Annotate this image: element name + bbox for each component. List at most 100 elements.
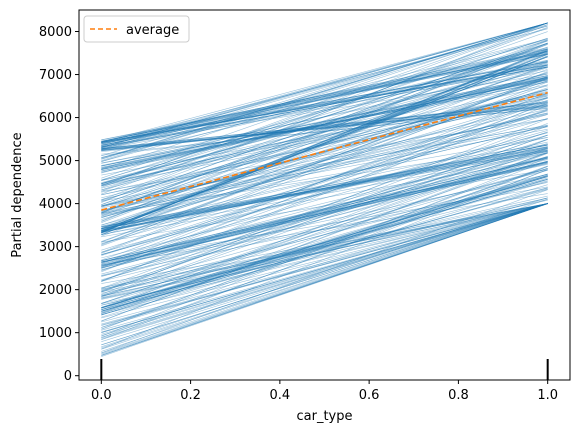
- ice-line-335: [101, 107, 548, 156]
- ice-line-322: [101, 60, 548, 145]
- ice-line-315: [101, 81, 548, 168]
- ice-line-260: [101, 149, 548, 229]
- rug-marks: [100, 359, 549, 380]
- ice-line-287: [101, 158, 548, 261]
- ice-line-215: [101, 109, 548, 272]
- ice-line-330: [101, 61, 548, 143]
- ice-line-302: [101, 176, 548, 308]
- ice-line-111: [101, 118, 548, 295]
- ice-line-68: [101, 92, 548, 212]
- ice-line-12: [101, 187, 548, 299]
- ice-line-154: [101, 197, 548, 297]
- ice-line-99: [101, 67, 548, 208]
- ice-line-242: [101, 54, 548, 144]
- ice-line-95: [101, 203, 548, 300]
- ice-line-157: [101, 203, 548, 288]
- ice-line-130: [101, 97, 548, 193]
- ice-line-69: [101, 143, 548, 290]
- legend-label-average: average: [126, 23, 179, 38]
- ice-line-131: [101, 203, 548, 326]
- ice-line-261: [101, 147, 548, 229]
- ice-line-310: [101, 77, 548, 166]
- y-axis-label: Partial dependence: [10, 132, 25, 257]
- y-tick-label: 3000: [39, 240, 72, 255]
- ice-line-191: [101, 38, 548, 181]
- ice-line-314: [101, 76, 548, 172]
- ice-line-141: [101, 80, 548, 220]
- ice-line-137: [101, 147, 548, 304]
- ice-line-192: [101, 188, 548, 312]
- ice-line-211: [101, 157, 548, 281]
- ice-line-79: [101, 113, 548, 227]
- ice-line-280: [101, 161, 548, 267]
- ice-line-23: [101, 124, 548, 207]
- legend-box: [83, 15, 190, 43]
- ice-line-228: [101, 70, 548, 164]
- ice-line-258: [101, 50, 548, 234]
- ice-line-326: [101, 64, 548, 148]
- x-tick-label: 0.0: [91, 388, 112, 403]
- ice-line-348: [101, 102, 548, 151]
- ice-line-101: [101, 146, 548, 265]
- ice-line-148: [101, 39, 548, 214]
- ice-line-91: [101, 131, 548, 293]
- ice-line-325: [101, 64, 548, 144]
- ice-line-230: [101, 51, 548, 146]
- ice-line-285: [101, 160, 548, 265]
- ice-line-281: [101, 161, 548, 262]
- ice-line-249: [101, 56, 548, 230]
- ice-line-166: [101, 40, 548, 162]
- ice-line-107: [101, 97, 548, 273]
- ice-line-212: [101, 197, 548, 328]
- x-tick-label: 0.6: [359, 388, 380, 403]
- ice-line-316: [101, 77, 548, 172]
- ice-line-202: [101, 22, 548, 159]
- ice-line-74: [101, 84, 548, 247]
- ice-line-179: [101, 203, 548, 326]
- ice-line-109: [101, 156, 548, 269]
- ice-line-344: [101, 105, 548, 150]
- ice-line-118: [101, 22, 548, 161]
- ice-line-18: [101, 25, 548, 148]
- ice-line-229: [101, 38, 548, 151]
- ice-line-146: [101, 26, 548, 186]
- ice-line-241: [101, 48, 548, 144]
- ice-line-54: [101, 125, 548, 292]
- ice-line-20: [101, 96, 548, 265]
- ice-line-9: [101, 22, 548, 170]
- ice-line-239: [101, 50, 548, 141]
- ice-line-214: [101, 60, 548, 184]
- ice-line-122: [101, 75, 548, 245]
- ice-lines-group: [101, 22, 548, 357]
- ice-line-338: [101, 106, 548, 152]
- ice-line-52: [101, 203, 548, 340]
- ice-line-311: [101, 78, 548, 170]
- ice-line-155: [101, 203, 548, 349]
- average-line: [101, 91, 548, 211]
- ice-line-29: [101, 193, 548, 266]
- ice-line-50: [101, 87, 548, 235]
- y-tick-label: 7000: [39, 68, 72, 83]
- ice-line-256: [101, 50, 548, 236]
- legend: average: [83, 15, 190, 43]
- ice-line-167: [101, 203, 548, 352]
- ice-line-139: [101, 152, 548, 235]
- ice-line-286: [101, 162, 548, 266]
- ice-line-135: [101, 52, 548, 223]
- ice-line-349: [101, 108, 548, 150]
- ice-line-269: [101, 146, 548, 233]
- ice-line-115: [101, 134, 548, 293]
- ice-line-35: [101, 77, 548, 242]
- ice-line-175: [101, 125, 548, 202]
- ice-line-56: [101, 152, 548, 270]
- ice-line-176: [101, 189, 548, 354]
- ice-line-147: [101, 203, 548, 308]
- ice-line-40: [101, 76, 548, 253]
- ice-line-301: [101, 179, 548, 313]
- ice-line-199: [101, 71, 548, 246]
- ice-line-248: [101, 56, 548, 232]
- ice-line-187: [101, 198, 548, 348]
- ice-line-321: [101, 66, 548, 143]
- ice-line-66: [101, 126, 548, 211]
- ice-line-319: [101, 79, 548, 170]
